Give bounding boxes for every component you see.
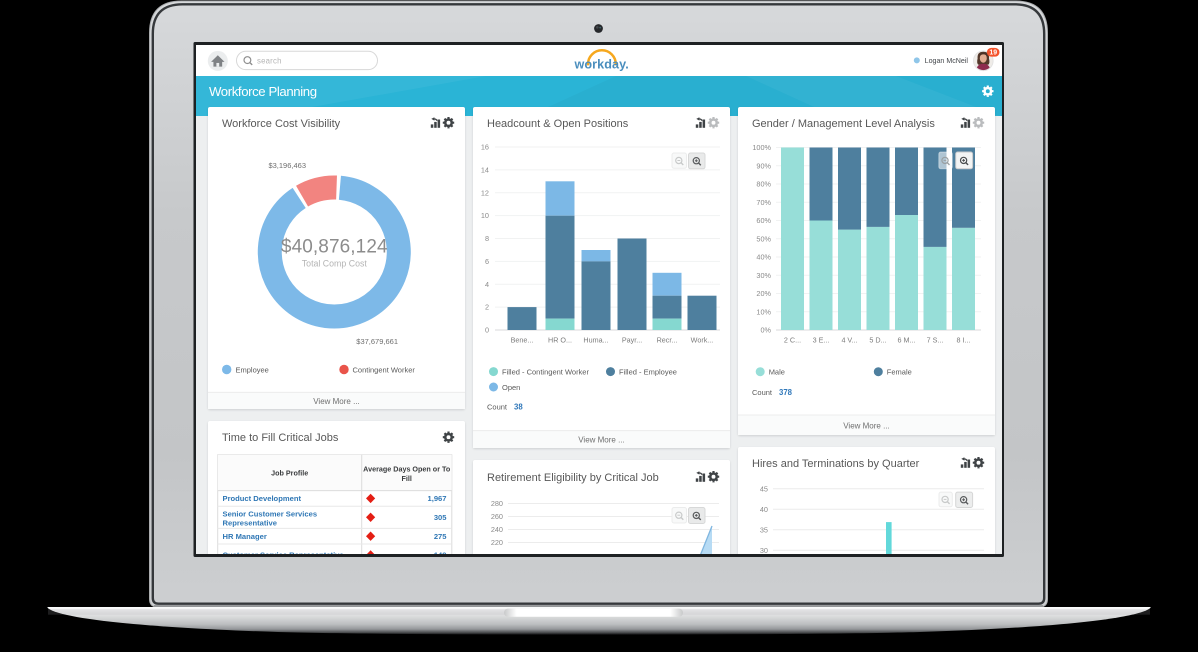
svg-text:Filled - Contingent Worker: Filled - Contingent Worker — [502, 367, 589, 376]
svg-text:HR O...: HR O... — [548, 336, 572, 345]
svg-text:Female: Female — [887, 368, 912, 377]
svg-text:0: 0 — [485, 326, 489, 335]
svg-text:Representative: Representative — [223, 519, 277, 528]
svg-text:35: 35 — [760, 525, 768, 534]
svg-text:80%: 80% — [756, 180, 771, 189]
svg-text:7 S...: 7 S... — [927, 336, 944, 345]
svg-text:8 I...: 8 I... — [957, 336, 971, 345]
svg-text:Headcount & Open Positions: Headcount & Open Positions — [487, 118, 629, 130]
svg-text:Retirement Eligibility by Crit: Retirement Eligibility by Critical Job — [487, 472, 659, 484]
svg-text:20%: 20% — [756, 289, 771, 298]
svg-text:19: 19 — [989, 50, 997, 57]
svg-text:$37,679,661: $37,679,661 — [356, 337, 398, 346]
svg-text:2: 2 — [485, 303, 489, 312]
svg-text:Contingent Worker: Contingent Worker — [353, 365, 416, 374]
svg-text:378: 378 — [779, 388, 793, 397]
svg-text:Payr...: Payr... — [622, 336, 642, 345]
svg-text:50%: 50% — [756, 234, 771, 243]
svg-text:HR Manager: HR Manager — [223, 532, 267, 541]
svg-text:5 D...: 5 D... — [869, 336, 886, 345]
svg-text:275: 275 — [434, 532, 447, 541]
svg-text:70%: 70% — [756, 198, 771, 207]
svg-text:149: 149 — [434, 551, 447, 555]
svg-text:Open: Open — [502, 383, 520, 392]
svg-text:220: 220 — [491, 538, 503, 547]
svg-text:Product Development: Product Development — [223, 494, 302, 503]
svg-text:100%: 100% — [752, 143, 771, 152]
svg-text:Male: Male — [769, 368, 785, 377]
svg-text:Filled - Employee: Filled - Employee — [619, 367, 677, 376]
svg-text:Gender / Management Level Anal: Gender / Management Level Analysis — [752, 118, 935, 130]
svg-text:280: 280 — [491, 499, 503, 508]
svg-text:$40,876,124: $40,876,124 — [281, 237, 388, 258]
svg-text:90%: 90% — [756, 161, 771, 170]
svg-text:Work...: Work... — [691, 336, 714, 345]
svg-text:Total Comp Cost: Total Comp Cost — [302, 259, 368, 269]
svg-text:Average Days Open or To: Average Days Open or To — [363, 465, 451, 474]
svg-text:0%: 0% — [760, 326, 771, 335]
svg-text:Count: Count — [487, 403, 508, 412]
svg-text:30: 30 — [760, 545, 768, 554]
svg-text:4: 4 — [485, 280, 489, 289]
svg-text:View More ...: View More ... — [313, 397, 360, 406]
svg-text:Time to Fill Critical Jobs: Time to Fill Critical Jobs — [222, 432, 339, 444]
svg-text:Job Profile: Job Profile — [271, 469, 308, 478]
svg-text:Hires and Terminations by Quar: Hires and Terminations by Quarter — [752, 457, 920, 469]
svg-text:40: 40 — [760, 504, 768, 513]
svg-text:6: 6 — [485, 257, 489, 266]
svg-text:Bene...: Bene... — [511, 336, 534, 345]
svg-text:10%: 10% — [756, 307, 771, 316]
svg-text:38: 38 — [514, 403, 523, 412]
svg-text:workday.: workday. — [573, 57, 628, 71]
svg-text:View More ...: View More ... — [578, 436, 625, 445]
svg-text:$3,196,463: $3,196,463 — [268, 161, 306, 170]
svg-text:40%: 40% — [756, 253, 771, 262]
svg-text:6 M...: 6 M... — [898, 336, 916, 345]
svg-text:12: 12 — [481, 188, 489, 197]
svg-text:30%: 30% — [756, 271, 771, 280]
svg-text:305: 305 — [434, 513, 447, 522]
svg-text:8: 8 — [485, 234, 489, 243]
svg-text:2 C...: 2 C... — [784, 336, 801, 345]
svg-text:16: 16 — [481, 143, 489, 152]
svg-text:View More ...: View More ... — [843, 422, 890, 431]
svg-text:Count: Count — [752, 388, 773, 397]
svg-text:240: 240 — [491, 525, 503, 534]
svg-text:1,967: 1,967 — [427, 494, 446, 503]
svg-text:Logan McNeil: Logan McNeil — [925, 57, 969, 65]
svg-text:60%: 60% — [756, 216, 771, 225]
svg-text:Recr...: Recr... — [657, 336, 678, 345]
svg-text:260: 260 — [491, 512, 503, 521]
svg-text:search: search — [257, 56, 282, 65]
svg-text:4 V...: 4 V... — [841, 336, 857, 345]
svg-text:Customer Service Representativ: Customer Service Representative — [223, 551, 344, 555]
svg-text:Employee: Employee — [236, 365, 269, 374]
svg-text:14: 14 — [481, 165, 489, 174]
svg-text:3 E...: 3 E... — [813, 336, 830, 345]
svg-text:10: 10 — [481, 211, 489, 220]
svg-text:Fill: Fill — [402, 474, 412, 483]
svg-text:Huma...: Huma... — [583, 336, 608, 345]
svg-text:Senior Customer Services: Senior Customer Services — [223, 509, 318, 518]
svg-text:Workforce Cost Visibility: Workforce Cost Visibility — [222, 118, 341, 130]
svg-text:45: 45 — [760, 484, 768, 493]
